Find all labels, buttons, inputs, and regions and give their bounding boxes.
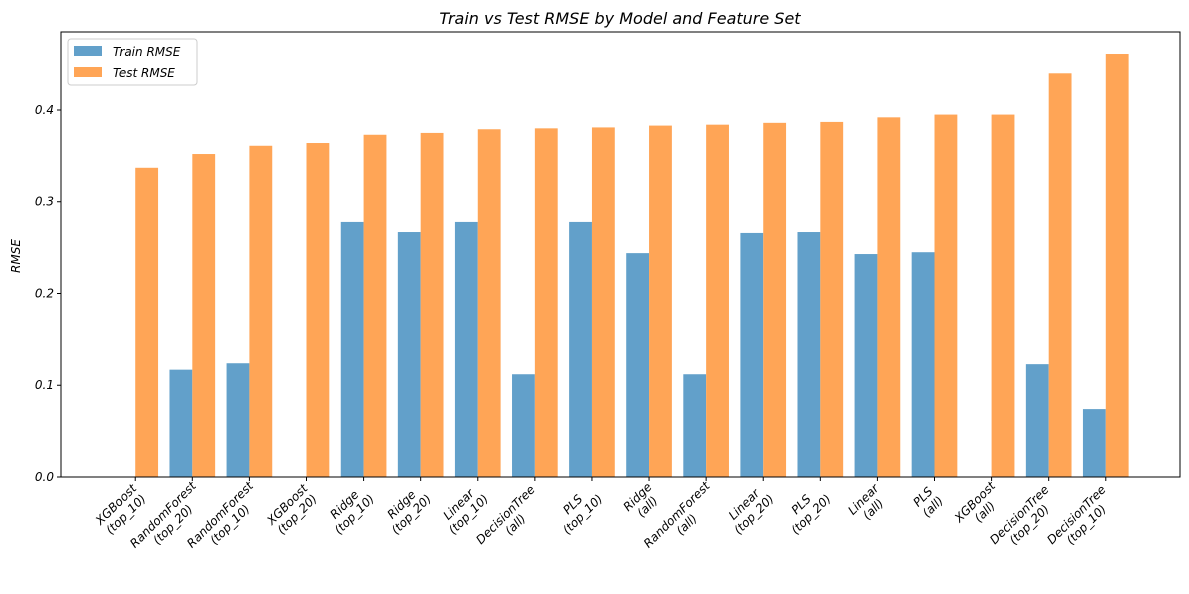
test-bar-14 (934, 114, 958, 477)
train-bar-12 (797, 232, 821, 477)
y-axis: 0.0 0.1 0.2 0.3 0.4 (35, 103, 61, 484)
test-bar-9 (649, 125, 672, 477)
legend-swatch-test (74, 67, 102, 77)
test-bar-7 (534, 128, 558, 477)
test-bar-0 (135, 167, 159, 477)
plot-frame (60, 31, 1181, 478)
test-bar-1 (192, 154, 216, 477)
train-bar-5 (397, 232, 421, 477)
bars-group (135, 54, 1129, 478)
test-bar-15 (991, 114, 1015, 477)
train-bar-17 (1082, 409, 1106, 477)
x-axis: XGBoost(top_10)RandomForest(top_20)Rando… (92, 477, 1109, 551)
train-bar-2 (226, 363, 250, 477)
train-bar-1 (169, 369, 193, 477)
test-bar-5 (420, 132, 444, 477)
test-bar-12 (820, 121, 844, 477)
legend-swatch-train (74, 46, 102, 56)
y-tick-label: 0.4 (35, 103, 54, 117)
train-bar-8 (569, 221, 592, 477)
test-bar-16 (1048, 73, 1072, 477)
test-bar-4 (363, 134, 387, 478)
x-tick-label-line: DecisionTree (473, 482, 537, 546)
x-tick-label: RandomForest(top_20) (127, 478, 200, 551)
x-tick-label: PLS(top_20) (788, 492, 833, 537)
x-tick-label: Linear(all) (845, 481, 886, 523)
y-tick-label: 0.1 (35, 378, 54, 392)
x-tick-label: PLS(top_10) (560, 492, 605, 537)
test-bar-2 (249, 145, 273, 477)
y-tick-label: 0.0 (35, 470, 54, 484)
train-bar-9 (626, 253, 650, 477)
chart-title: Train vs Test RMSE by Model and Feature … (439, 9, 801, 28)
y-tick-label: 0.2 (35, 286, 54, 300)
y-axis-label: RMSE (9, 239, 23, 273)
x-tick-label: DecisionTree(top_10) (1044, 482, 1109, 547)
test-bar-17 (1105, 54, 1129, 477)
x-tick-label: Linear(top_20) (726, 486, 777, 538)
test-bar-3 (306, 143, 330, 477)
train-bar-6 (454, 221, 478, 477)
test-bar-8 (591, 127, 615, 478)
test-bar-6 (477, 129, 501, 477)
test-bar-10 (706, 124, 729, 477)
train-bar-7 (512, 374, 535, 477)
x-tick-label: XGBoost(top_20) (263, 481, 319, 538)
x-tick-label: DecisionTree(all) (473, 482, 537, 546)
test-bar-13 (877, 117, 901, 477)
x-tick-label: Ridge(top_20) (384, 487, 434, 537)
train-bar-11 (740, 232, 764, 477)
x-tick-label: Ridge(top_10) (327, 487, 377, 537)
train-bar-10 (683, 374, 707, 477)
train-bar-16 (1025, 364, 1049, 477)
y-tick-label: 0.3 (35, 195, 54, 209)
legend-label-test: Test RMSE (113, 66, 175, 80)
x-tick-label: PLS(all) (910, 484, 946, 520)
legend: Train RMSE Test RMSE (67, 38, 198, 86)
legend-label-train: Train RMSE (113, 45, 181, 59)
train-bar-14 (911, 252, 935, 477)
x-tick-label: DecisionTree(top_20) (987, 482, 1052, 547)
train-bar-4 (340, 221, 364, 477)
test-bar-11 (763, 122, 787, 477)
train-bar-13 (854, 254, 878, 477)
x-tick-label: Ridge(all) (620, 480, 660, 520)
